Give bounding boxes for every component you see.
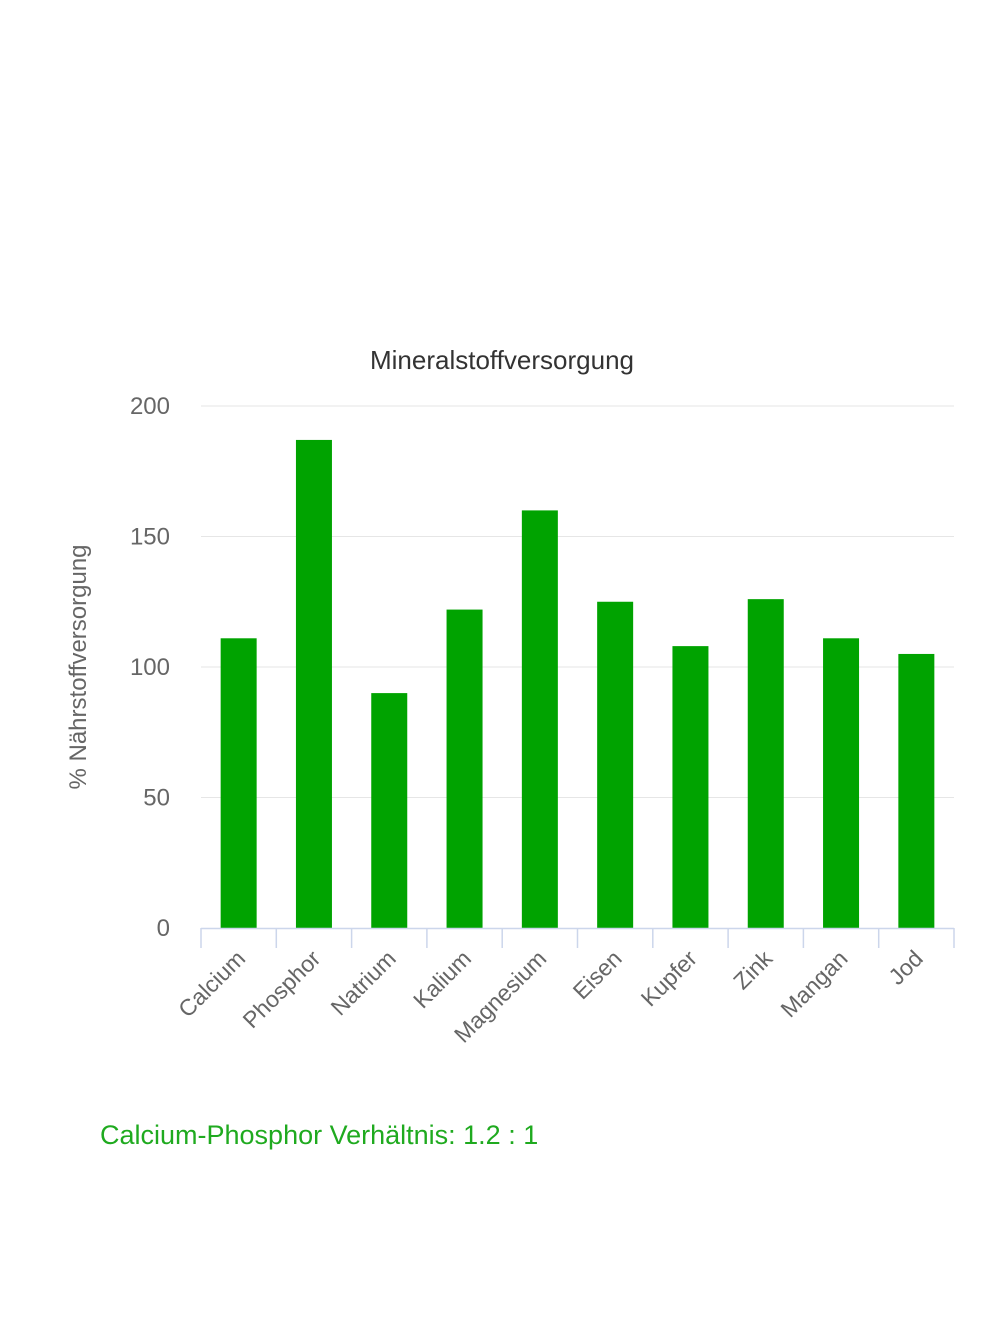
y-tick-label: 0 [157,915,170,942]
x-tick-label: Eisen [568,945,627,1004]
bar-kalium [446,609,483,928]
x-tick-label: Zink [728,945,777,994]
bars [220,439,935,928]
bar-kupfer [672,646,709,928]
y-axis-title: % Nährstoffversorgung [65,544,92,789]
y-tick-label: 100 [130,654,170,681]
calcium-phosphor-ratio: Calcium-Phosphor Verhältnis: 1.2 : 1 [100,1120,539,1150]
bar-zink [747,599,784,928]
y-tick-label: 150 [130,524,170,551]
x-tick-label: Natrium [325,945,400,1020]
y-tick-label: 50 [143,785,170,812]
x-tick-label: Phosphor [237,945,325,1033]
y-axis-ticks: 0 50 100 150 200 [130,393,170,942]
bar-phosphor [295,439,332,928]
mineral-chart: Mineralstoffversorgung % Nährstoffversor… [65,345,955,1048]
x-tick-label: Kupfer [636,945,703,1012]
bar-mangan [823,638,860,928]
x-tick-label: Jod [883,945,928,990]
bar-magnesium [521,510,558,928]
x-tick-label: Calcium [173,945,250,1022]
y-tick-label: 200 [130,393,170,420]
bar-natrium [371,693,408,928]
chart-title: Mineralstoffversorgung [370,345,634,375]
bar-jod [898,653,935,928]
bar-calcium [220,638,257,928]
x-tick-label: Kalium [408,945,476,1013]
x-tick-label: Mangan [775,945,852,1022]
x-axis [200,927,955,948]
bar-eisen [597,601,634,928]
